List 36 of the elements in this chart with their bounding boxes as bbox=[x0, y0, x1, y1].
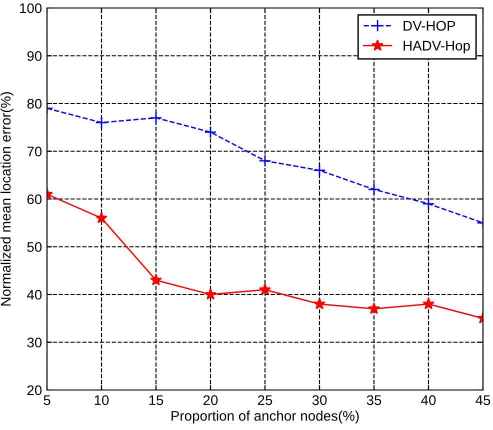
y-tick-label: 90 bbox=[27, 51, 42, 61]
x-tick-label: 15 bbox=[149, 395, 164, 406]
y-tick-label: 80 bbox=[27, 98, 42, 109]
point bbox=[259, 283, 271, 295]
x-tick-label: 25 bbox=[258, 395, 272, 406]
x-axis-title: Proportion of anchor nodes(%) bbox=[172, 410, 359, 424]
x-tick-label: 35 bbox=[366, 395, 382, 406]
x-tick-label: 45 bbox=[476, 395, 490, 406]
x-tick-label: 5 bbox=[44, 395, 50, 406]
point bbox=[150, 274, 162, 286]
y-tick-label: 60 bbox=[27, 194, 42, 204]
point bbox=[313, 164, 326, 177]
y-tick-label: 50 bbox=[27, 242, 42, 252]
point bbox=[422, 198, 435, 210]
y-axis-title: Normalized mean location error(%) bbox=[0, 92, 14, 306]
y-tick-label: 20 bbox=[27, 385, 42, 396]
point bbox=[368, 183, 380, 196]
point bbox=[258, 154, 272, 168]
y-tick-label: 40 bbox=[27, 290, 42, 300]
point bbox=[95, 116, 108, 129]
legend-label: HADV-Hop bbox=[404, 40, 470, 54]
x-tick-label: 30 bbox=[312, 395, 327, 406]
x-tick-label: 40 bbox=[421, 395, 436, 406]
point bbox=[96, 212, 108, 224]
x-tick-label: 20 bbox=[203, 395, 218, 406]
legend-label: DV-HOP bbox=[404, 20, 456, 31]
point bbox=[314, 298, 326, 310]
point bbox=[422, 298, 434, 310]
point bbox=[204, 126, 217, 138]
point bbox=[204, 288, 216, 300]
y-tick-label: 70 bbox=[27, 146, 42, 156]
y-tick-label: 30 bbox=[27, 338, 42, 348]
point bbox=[368, 302, 380, 314]
x-tick-label: 10 bbox=[94, 395, 109, 406]
y-tick-label: 100 bbox=[20, 3, 42, 14]
point bbox=[150, 112, 162, 124]
